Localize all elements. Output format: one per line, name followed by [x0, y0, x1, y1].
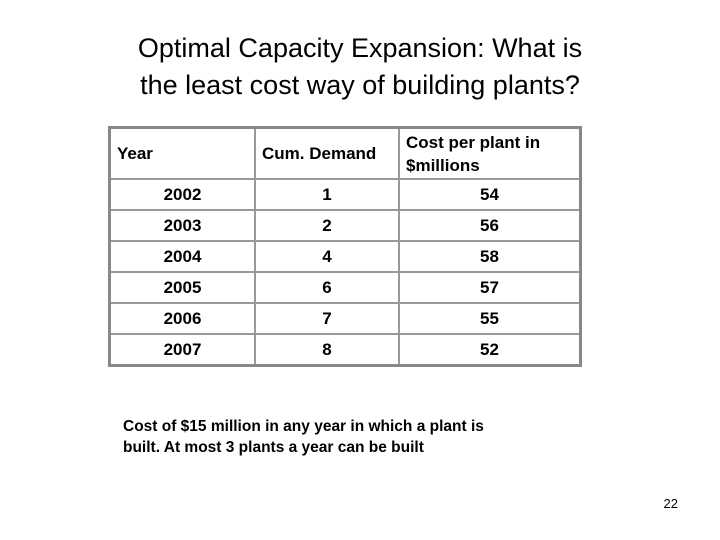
- note-line: built. At most 3 plants a year can be bu…: [123, 439, 424, 456]
- table-row: 2004 4 58: [108, 240, 582, 273]
- note-line: Cost of $15 million in any year in which…: [123, 418, 484, 435]
- data-table: Year Cum. Demand Cost per plant in $millio…: [108, 126, 582, 367]
- table-cell: 55: [398, 302, 582, 335]
- table-row: 2003 2 56: [108, 209, 582, 242]
- table-cell: 2003: [108, 209, 256, 242]
- header-cell: Cum. Demand: [254, 126, 400, 180]
- table-row: 2007 8 52: [108, 333, 582, 367]
- note: Cost of $15 million in any year in which…: [123, 416, 484, 458]
- table-cell: 4: [254, 240, 400, 273]
- table-cell: 58: [398, 240, 582, 273]
- table-cell: 54: [398, 178, 582, 211]
- table-cell: 2007: [108, 333, 256, 367]
- table-cell: 2: [254, 209, 400, 242]
- table-cell: 57: [398, 271, 582, 304]
- table-row: 2005 6 57: [108, 271, 582, 304]
- table-cell: 2005: [108, 271, 256, 304]
- table-cell: 2004: [108, 240, 256, 273]
- table-row: 2006 7 55: [108, 302, 582, 335]
- table-cell: 8: [254, 333, 400, 367]
- page-number: 22: [663, 496, 678, 511]
- table-cell: 52: [398, 333, 582, 367]
- header-row: Year Cum. Demand Cost per plant in $millio…: [108, 126, 582, 180]
- table-row: 2002 1 54: [108, 178, 582, 211]
- table-cell: 2002: [108, 178, 256, 211]
- title-line: Optimal Capacity Expansion: What is: [137, 33, 583, 63]
- table-cell: 56: [398, 209, 582, 242]
- table-cell: 1: [254, 178, 400, 211]
- table-cell: 2006: [108, 302, 256, 335]
- title-line: the least cost way of building plants?: [140, 70, 580, 100]
- table-cell: 7: [254, 302, 400, 335]
- slide-title: Optimal Capacity Expansion: What is the …: [0, 30, 720, 104]
- table-cell: 6: [254, 271, 400, 304]
- header-cell: Year: [108, 126, 256, 180]
- header-cell: Cost per plant in $millions: [398, 126, 582, 180]
